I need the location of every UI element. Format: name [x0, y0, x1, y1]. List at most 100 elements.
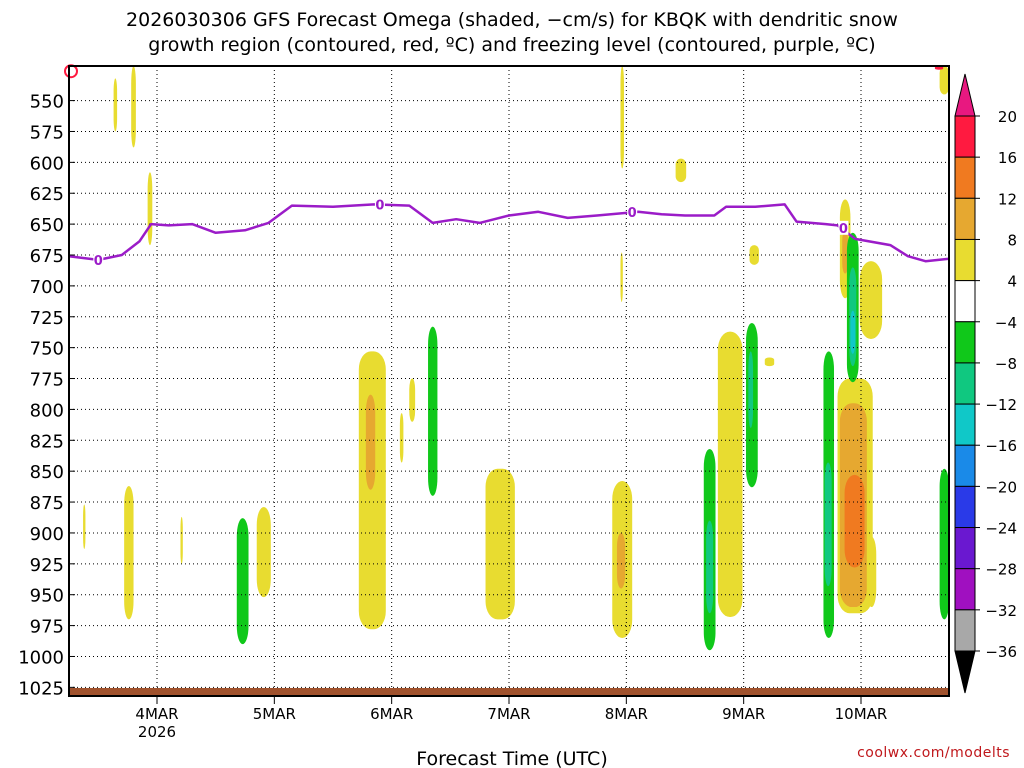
colorbar-tick-label: −36 [985, 643, 1017, 661]
y-tick-label: 625 [30, 184, 64, 205]
omega-cell [147, 172, 153, 246]
colorbar-swatch [954, 115, 976, 158]
omega-cell [748, 351, 754, 428]
y-tick-label: 1000 [18, 647, 64, 668]
y-tick-label: 825 [30, 431, 64, 452]
credit-text: coolwx.com/modelts [857, 745, 1010, 761]
omega-cell [717, 331, 743, 617]
x-tick-label: 8MAR [605, 705, 648, 723]
omega-cell [939, 468, 949, 620]
colorbar-tick-label: 12 [998, 190, 1017, 208]
contour-label-bg [374, 197, 385, 212]
colorbar-swatch [954, 403, 976, 446]
omega-cell [124, 486, 134, 620]
omega-cell [485, 468, 515, 620]
y-tick-label: 775 [30, 370, 64, 391]
y-tick-label: 850 [30, 462, 64, 483]
omega-cell [866, 536, 877, 608]
colorbar-swatch [954, 197, 976, 240]
colorbar-tick-label: −32 [985, 602, 1017, 620]
y-tick-label: 550 [30, 92, 64, 113]
dendritic-contour [64, 64, 78, 79]
omega-cell [409, 378, 416, 422]
colorbar-swatch [954, 321, 976, 364]
colorbar-bottom-arrow [954, 650, 976, 694]
colorbar-tick-label: −4 [995, 314, 1017, 332]
x-axis-label: Forecast Time (UTC) [416, 748, 607, 768]
y-tick-label: 700 [30, 277, 64, 298]
omega-cell [764, 357, 775, 367]
omega-cell [113, 78, 118, 132]
colorbar-tick-label: −20 [985, 478, 1017, 496]
colorbar-legend: 20 16 12 8 4 −4 −8 −12 −16 −20 −24 −28 −32 −36 [954, 73, 1017, 694]
x-tick-sublabel: 2026 [138, 723, 176, 741]
omega-cell [824, 462, 832, 587]
chart-title-line-1: 2026030306 GFS Forecast Omega (shaded, −… [126, 9, 898, 31]
colorbar-swatch [954, 485, 976, 529]
omega-cell [365, 394, 376, 490]
contour-label-bg [838, 220, 849, 235]
x-tick-label: 4MAR [135, 705, 178, 723]
freezing-level-label: 0 [839, 222, 848, 237]
colorbar-tick-label: 16 [998, 149, 1017, 167]
freezing-level-label: 0 [628, 206, 637, 221]
grid-lines [69, 66, 949, 696]
x-tick-label: 6MAR [370, 705, 413, 723]
ground-band [69, 688, 949, 696]
omega-cell [256, 507, 271, 598]
y-tick-label: 875 [30, 493, 64, 514]
omega-cell [399, 413, 404, 463]
y-tick-label: 650 [30, 215, 64, 236]
y-tick-label: 675 [30, 246, 64, 267]
omega-cell [620, 252, 623, 302]
omega-cell [131, 66, 136, 148]
colorbar-swatch [954, 280, 976, 323]
y-tick-label: 600 [30, 153, 64, 174]
y-tick-label: 925 [30, 555, 64, 576]
colorbar-swatch [954, 568, 976, 611]
y-tick-label: 800 [30, 400, 64, 421]
omega-cell [844, 474, 865, 568]
colorbar-tick-label: 8 [1007, 231, 1017, 249]
omega-cell [180, 516, 183, 564]
chart-title-line-2: growth region (contoured, red, ºC) and f… [148, 34, 876, 56]
colorbar-tick-label: 4 [1007, 273, 1017, 291]
omega-cell [616, 532, 626, 589]
omega-cell [358, 351, 386, 630]
x-tick-label: 9MAR [722, 705, 765, 723]
freezing-level-label: 0 [94, 254, 103, 269]
omega-cell [850, 310, 856, 354]
y-tick-label: 1025 [18, 678, 64, 699]
y-tick-label: 725 [30, 308, 64, 329]
colorbar-swatch [954, 362, 976, 405]
y-tick-label: 575 [30, 122, 64, 143]
colorbar-swatch [954, 444, 976, 487]
colorbar-tick-label: −16 [985, 437, 1017, 455]
contour-label-bg [93, 252, 104, 267]
y-tick-label: 750 [30, 339, 64, 360]
omega-shading-layer [64, 64, 949, 651]
omega-cell [749, 245, 759, 265]
y-axis: 550 575 600 625 650 675 700 725 750 775 800 825 850 8… [18, 92, 75, 699]
colorbar-swatch [954, 609, 976, 652]
omega-cell [842, 230, 849, 274]
colorbar-tick-label: −28 [985, 561, 1017, 579]
omega-cell [706, 520, 714, 614]
colorbar-swatch [954, 156, 976, 199]
x-tick-label: 7MAR [487, 705, 530, 723]
x-tick-label: 10MAR [835, 705, 888, 723]
y-tick-label: 975 [30, 617, 64, 638]
colorbar-swatch [954, 238, 976, 282]
y-tick-label: 950 [30, 586, 64, 607]
x-tick-label: 5MAR [253, 705, 296, 723]
omega-cell [83, 504, 86, 549]
omega-cell [939, 66, 949, 95]
omega-cell [620, 66, 624, 169]
ground-surface-band [69, 688, 949, 696]
colorbar-top-arrow [954, 73, 976, 117]
omega-cell [236, 518, 249, 645]
colorbar-tick-label: −8 [995, 355, 1017, 373]
contour-label-bg [627, 204, 638, 219]
